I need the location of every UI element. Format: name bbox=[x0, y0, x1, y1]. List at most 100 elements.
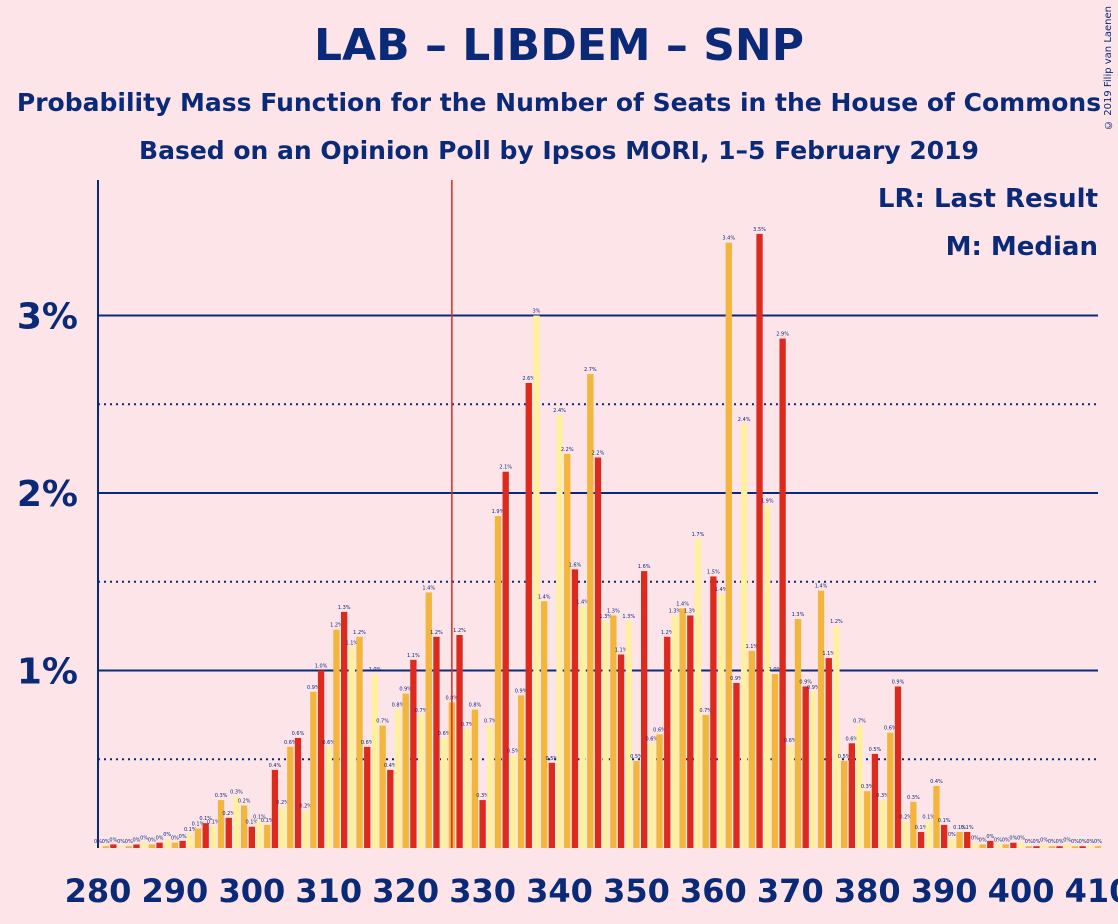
bar-348 bbox=[617, 654, 625, 848]
bar-355 bbox=[671, 615, 679, 848]
bar-value-label: 3.4% bbox=[722, 236, 735, 242]
bar-379 bbox=[856, 725, 863, 848]
bar-381 bbox=[871, 753, 879, 848]
bar-339 bbox=[548, 762, 555, 848]
bar-299 bbox=[241, 805, 248, 848]
bar-value-label: 2.6% bbox=[522, 376, 535, 382]
bar-value-label: 1.5% bbox=[707, 569, 720, 575]
x-tick-label: 410 bbox=[1065, 872, 1118, 910]
bar-value-label: 0% bbox=[1071, 839, 1079, 845]
bar-value-label: 1.1% bbox=[822, 651, 835, 657]
bar-283 bbox=[117, 846, 125, 848]
bar-value-label: 1.7% bbox=[692, 532, 705, 538]
bar-315 bbox=[364, 746, 371, 848]
bar-314 bbox=[356, 636, 363, 848]
bar-value-label: 0.5% bbox=[545, 756, 558, 762]
bar-302 bbox=[264, 824, 271, 848]
bar-value-label: 1.1% bbox=[615, 648, 628, 654]
bar-305 bbox=[287, 746, 294, 848]
bar-341 bbox=[564, 453, 571, 848]
bar-338 bbox=[541, 601, 548, 848]
bar-value-label: 1.4% bbox=[576, 600, 589, 606]
bar-value-label: 0.7% bbox=[415, 708, 428, 714]
x-tick-label: 290 bbox=[142, 872, 209, 910]
bar-373 bbox=[810, 691, 817, 848]
bar-386 bbox=[910, 801, 917, 848]
bar-value-label: 0% bbox=[994, 837, 1002, 843]
bar-value-label: 0.6% bbox=[361, 740, 374, 746]
bar-399 bbox=[1010, 842, 1017, 848]
bar-296 bbox=[217, 800, 225, 848]
bar-value-label: 0.6% bbox=[845, 736, 858, 742]
bar-value-label: 0% bbox=[148, 837, 156, 843]
bar-301 bbox=[256, 821, 263, 848]
bar-value-label: 1.2% bbox=[661, 630, 674, 636]
bar-318 bbox=[387, 769, 394, 848]
bar-370 bbox=[787, 745, 794, 848]
bar-value-label: 0.4% bbox=[384, 763, 397, 769]
bar-287 bbox=[148, 844, 155, 848]
bar-377 bbox=[841, 761, 848, 848]
bar-322 bbox=[417, 714, 425, 848]
bar-value-label: 0% bbox=[156, 836, 164, 842]
bar-value-label: 0% bbox=[1086, 839, 1094, 845]
bar-397 bbox=[994, 844, 1002, 848]
bar-407 bbox=[1071, 846, 1079, 848]
bar-291 bbox=[179, 840, 186, 848]
bar-293 bbox=[194, 828, 202, 848]
bar-value-label: 0.8% bbox=[469, 703, 482, 709]
bar-value-label: 0.6% bbox=[884, 726, 897, 732]
bar-392 bbox=[956, 832, 963, 848]
x-tick-label: 370 bbox=[757, 872, 824, 910]
bar-357 bbox=[687, 615, 694, 848]
bar-value-label: 0.3% bbox=[476, 793, 489, 799]
bar-320 bbox=[402, 693, 409, 848]
bar-value-label: 0.1% bbox=[253, 814, 266, 820]
bar-294 bbox=[202, 823, 209, 848]
bar-value-label: 0% bbox=[1025, 839, 1033, 845]
bar-353 bbox=[656, 734, 663, 848]
bar-408 bbox=[1079, 846, 1086, 848]
bar-value-label: 0.9% bbox=[799, 679, 812, 685]
bar-286 bbox=[141, 842, 148, 848]
bar-value-label: 0.5% bbox=[869, 747, 882, 753]
bar-308 bbox=[310, 691, 317, 848]
bar-value-label: 1.0% bbox=[369, 667, 382, 673]
bar-value-label: 2.9% bbox=[776, 332, 789, 338]
bar-value-label: 0% bbox=[1048, 839, 1056, 845]
bar-325 bbox=[441, 737, 448, 848]
bar-369 bbox=[779, 338, 786, 848]
bar-372 bbox=[802, 686, 809, 848]
bar-value-label: 0.3% bbox=[230, 790, 243, 796]
bar-value-label: 0.4% bbox=[269, 763, 282, 769]
bar-value-label: 0.1% bbox=[922, 814, 935, 820]
bar-value-label: 0.9% bbox=[515, 688, 528, 694]
bar-value-label: 0.2% bbox=[276, 800, 289, 806]
bar-317 bbox=[379, 725, 386, 848]
bar-396 bbox=[987, 840, 994, 848]
bar-300 bbox=[248, 826, 255, 848]
bar-value-label: 1.1% bbox=[745, 644, 758, 650]
bar-336 bbox=[525, 382, 532, 848]
bar-371 bbox=[794, 619, 802, 848]
bar-284 bbox=[125, 846, 132, 848]
bar-323 bbox=[425, 592, 432, 848]
x-tick-label: 390 bbox=[911, 872, 978, 910]
bar-310 bbox=[325, 746, 332, 848]
bar-313 bbox=[348, 647, 355, 848]
bar-395 bbox=[979, 844, 986, 848]
bar-364 bbox=[741, 423, 748, 848]
bar-value-label: 0.6% bbox=[292, 731, 305, 737]
chart-subtitle-method: Probability Mass Function for the Number… bbox=[16, 88, 1102, 117]
bar-391 bbox=[948, 839, 955, 848]
bar-398 bbox=[1002, 844, 1009, 848]
bar-306 bbox=[294, 737, 302, 848]
bar-value-label: 0% bbox=[109, 837, 117, 843]
bar-282 bbox=[110, 844, 117, 848]
bar-value-label: 2.2% bbox=[592, 451, 605, 457]
bar-value-label: 0.3% bbox=[861, 784, 874, 790]
bar-401 bbox=[1025, 846, 1032, 848]
bar-value-label: 1.4% bbox=[538, 594, 551, 600]
bar-value-label: 1.2% bbox=[353, 630, 366, 636]
chart-title: LAB – LIBDEM – SNP bbox=[314, 20, 804, 71]
